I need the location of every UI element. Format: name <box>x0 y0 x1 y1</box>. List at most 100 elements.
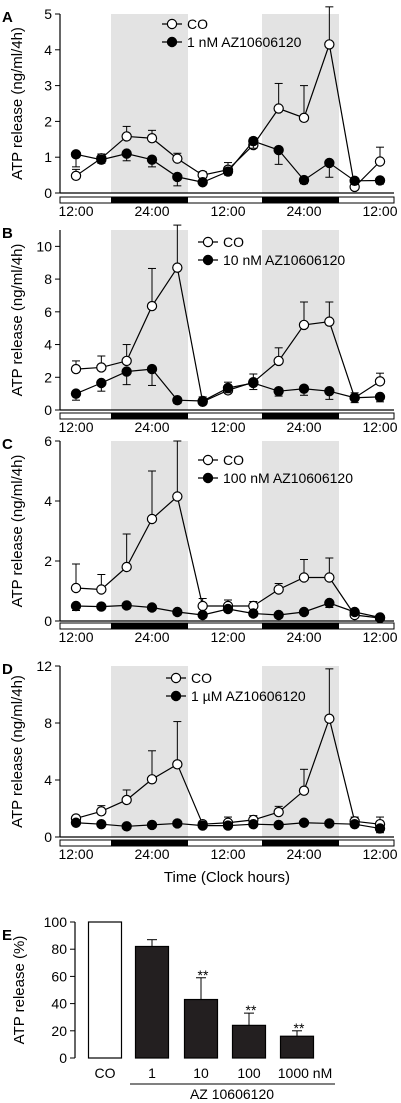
data-point <box>222 166 234 177</box>
legend-marker <box>202 254 214 266</box>
data-point <box>349 392 360 403</box>
data-point <box>374 175 386 186</box>
legend-label: 10 nM AZ10606120 <box>223 252 345 268</box>
y-tick-label: 0 <box>44 829 52 845</box>
data-point <box>121 355 132 367</box>
y-axis-label: ATP release (ng/ml/4h) <box>9 27 26 180</box>
y-tick-label: 6 <box>44 433 52 449</box>
data-point <box>146 363 158 375</box>
data-point <box>172 818 183 829</box>
data-point <box>374 376 386 387</box>
x-tick-label: 12:00 <box>362 629 397 645</box>
x-tick-label: 24:00 <box>134 419 169 435</box>
data-point <box>273 385 284 397</box>
x-tick-label: 12:00 <box>58 203 93 219</box>
data-point <box>96 806 107 817</box>
bar-10 <box>183 998 219 1059</box>
panel-c: 0 2 4 6 12:00 24:00 12:00 24:00 12:00 ATP release… <box>2 433 398 645</box>
legend-label: CO <box>187 16 208 32</box>
significance-marker: ** <box>246 1002 257 1018</box>
dark-period-bar <box>262 840 339 846</box>
y-tick-label: 4 <box>44 772 52 788</box>
data-point <box>172 606 183 618</box>
y-tick-label: 80 <box>51 941 67 957</box>
x-axis-label: Time (Clock hours) <box>164 869 290 886</box>
data-point <box>248 608 259 619</box>
data-point <box>96 818 107 830</box>
dark-period-bar <box>111 413 188 419</box>
y-tick-label: 5 <box>44 6 52 22</box>
x-tick-label: 24:00 <box>134 629 169 645</box>
data-point <box>121 600 132 611</box>
data-point <box>374 612 386 623</box>
bar-1 <box>134 945 170 1059</box>
data-point <box>324 713 335 724</box>
y-tick-label: 0 <box>44 402 52 418</box>
legend-label: 100 nM AZ10606120 <box>223 470 353 486</box>
light-dark-bar <box>59 622 395 630</box>
y-tick-label: 6 <box>44 304 52 320</box>
y-tick-label: 10 <box>36 238 52 254</box>
data-point <box>298 785 310 796</box>
x-tick-label: 12:00 <box>210 203 245 219</box>
legend-marker <box>170 690 182 702</box>
x-tick-label: 12:00 <box>210 846 245 862</box>
data-point <box>248 135 259 147</box>
data-point <box>70 817 82 828</box>
data-point <box>172 759 183 770</box>
dark-phase-shade-1 <box>111 441 188 621</box>
data-point <box>324 385 335 397</box>
panel-letter: B <box>2 225 13 242</box>
y-tick-label: 60 <box>51 968 67 984</box>
data-point <box>197 820 208 831</box>
y-tick-label: 4 <box>44 42 52 58</box>
legend-marker <box>202 472 214 484</box>
data-point <box>197 177 208 188</box>
y-tick-label: 0 <box>44 613 52 629</box>
data-point <box>298 606 310 618</box>
x-tick-label: 12:00 <box>210 629 245 645</box>
y-tick-label: 100 <box>44 914 68 930</box>
data-point <box>349 175 360 187</box>
data-point <box>298 572 310 583</box>
y-tick-label: 2 <box>44 369 52 385</box>
data-point <box>172 394 183 406</box>
y-tick-label: 20 <box>51 1023 67 1039</box>
legend-label: 1 nM AZ10606120 <box>187 34 302 50</box>
data-point <box>70 363 82 375</box>
data-point <box>197 395 208 407</box>
data-point <box>298 383 310 394</box>
light-dark-bar <box>59 412 395 420</box>
bar-100 <box>231 1024 267 1059</box>
data-point <box>222 820 234 831</box>
panel-letter: D <box>2 661 13 678</box>
data-point <box>70 388 82 399</box>
legend-label: CO <box>191 670 212 686</box>
category-label: 100 <box>237 1065 261 1081</box>
data-point <box>96 154 107 165</box>
panel-letter: A <box>2 9 13 26</box>
data-point <box>298 817 310 828</box>
data-point <box>374 823 386 834</box>
dark-period-bar <box>262 623 339 629</box>
data-point <box>273 584 284 595</box>
data-point <box>121 561 132 573</box>
panel-b: 0 2 4 6 8 10 12:00 24:00 12:00 24:00 12:00 ATP rele… <box>2 224 398 435</box>
dark-period-bar <box>111 623 188 629</box>
data-point <box>273 806 284 818</box>
data-point <box>146 602 158 613</box>
y-tick-label: 12 <box>36 658 52 674</box>
data-point <box>374 156 386 167</box>
data-point <box>146 154 158 165</box>
data-point <box>121 794 132 806</box>
y-tick-label: 40 <box>51 996 67 1012</box>
data-point <box>146 819 158 831</box>
x-tick-label: 24:00 <box>286 629 321 645</box>
x-tick-label: 24:00 <box>286 846 321 862</box>
data-point <box>70 149 82 160</box>
data-point <box>70 582 82 594</box>
bar-1000-nm <box>279 1035 315 1059</box>
data-point <box>172 262 183 273</box>
data-point <box>70 600 82 612</box>
